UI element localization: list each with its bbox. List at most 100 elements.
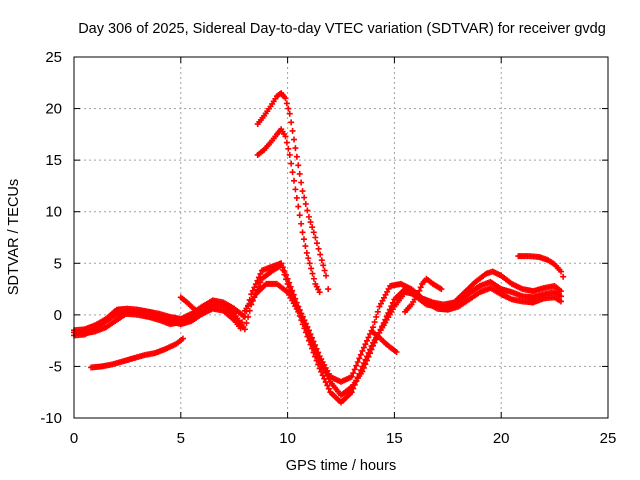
data-point: [248, 301, 255, 308]
data-point: [289, 287, 296, 294]
data-point: [323, 272, 330, 279]
data-point: [246, 296, 253, 303]
data-point: [558, 293, 565, 300]
data-point: [348, 389, 355, 396]
data-point: [299, 313, 306, 320]
data-point: [316, 365, 323, 372]
data-point: [363, 337, 370, 344]
data-point: [308, 265, 315, 272]
data-point: [325, 385, 332, 392]
data-point: [353, 362, 360, 369]
plot-frame: [73, 56, 609, 419]
data-point: [324, 382, 331, 389]
data-point: [278, 260, 285, 267]
series-trace-e: [254, 90, 332, 293]
data-point: [245, 302, 252, 309]
data-point: [313, 240, 320, 247]
data-point: [362, 361, 369, 368]
data-point: [350, 370, 357, 377]
data-point: [299, 229, 306, 236]
data-point: [296, 170, 303, 177]
data-point: [362, 341, 369, 348]
data-point: [296, 212, 303, 219]
data-point: [296, 306, 303, 313]
data-point: [243, 320, 250, 327]
data-point: [285, 105, 292, 112]
data-point: [310, 275, 317, 282]
series-trace-a: [71, 280, 565, 406]
data-layer: [71, 90, 567, 406]
data-point: [282, 133, 289, 140]
series-trace-d: [88, 335, 186, 371]
data-point: [257, 270, 264, 277]
data-point: [305, 255, 312, 262]
data-point: [255, 283, 262, 290]
series-trace-h: [370, 329, 400, 355]
data-point: [255, 274, 262, 281]
data-point: [315, 245, 322, 252]
data-point: [354, 359, 361, 366]
data-point: [306, 260, 313, 267]
x-tick-label: 10: [279, 430, 296, 447]
data-point: [365, 334, 372, 341]
data-point: [309, 224, 316, 231]
y-tick-label: 5: [54, 255, 62, 272]
y-tick-label: -10: [40, 410, 62, 427]
data-point: [291, 136, 298, 143]
data-point: [197, 309, 204, 316]
data-point: [248, 291, 255, 298]
data-point: [370, 342, 377, 349]
data-point: [290, 291, 297, 298]
data-point: [302, 320, 309, 327]
data-point: [279, 264, 286, 271]
data-point: [310, 229, 317, 236]
data-point: [241, 313, 248, 320]
data-point: [351, 366, 358, 373]
data-point: [365, 353, 372, 360]
data-point: [348, 373, 355, 380]
data-point: [281, 268, 288, 275]
data-point: [305, 213, 312, 220]
x-tick-label: 25: [600, 430, 617, 447]
data-point: [289, 127, 296, 134]
data-point: [295, 162, 302, 169]
data-point: [321, 267, 328, 274]
data-point: [285, 145, 292, 152]
data-point: [286, 151, 293, 158]
data-point: [307, 331, 314, 338]
data-point: [558, 298, 565, 305]
data-point: [251, 284, 258, 291]
data-point: [304, 323, 311, 330]
data-point: [249, 297, 256, 304]
data-point: [383, 313, 390, 320]
data-point: [371, 339, 378, 346]
data-point: [315, 349, 322, 356]
series-trace-b: [71, 262, 565, 399]
data-point: [377, 326, 384, 333]
data-point: [310, 338, 317, 345]
x-tick-label: 20: [493, 430, 510, 447]
data-point: [386, 306, 393, 313]
y-tick-label: 15: [45, 152, 62, 169]
y-tick-label: 10: [45, 204, 62, 221]
data-point: [295, 303, 302, 310]
data-point: [292, 145, 299, 152]
y-tick-label: 25: [45, 49, 62, 66]
data-point: [318, 368, 325, 375]
x-tick-label: 5: [177, 430, 185, 447]
y-axis-label: SDTVAR / TECUs: [6, 179, 22, 295]
data-point: [382, 316, 389, 323]
data-point: [286, 110, 293, 117]
data-point: [292, 186, 299, 193]
data-point: [316, 289, 323, 296]
data-point: [288, 160, 295, 167]
data-point: [366, 350, 373, 357]
data-point: [359, 368, 366, 375]
data-point: [298, 179, 305, 186]
data-point: [380, 320, 387, 327]
data-point: [302, 243, 309, 250]
data-point: [283, 100, 290, 107]
data-point: [293, 299, 300, 306]
data-point: [243, 308, 250, 315]
data-point: [249, 287, 256, 294]
